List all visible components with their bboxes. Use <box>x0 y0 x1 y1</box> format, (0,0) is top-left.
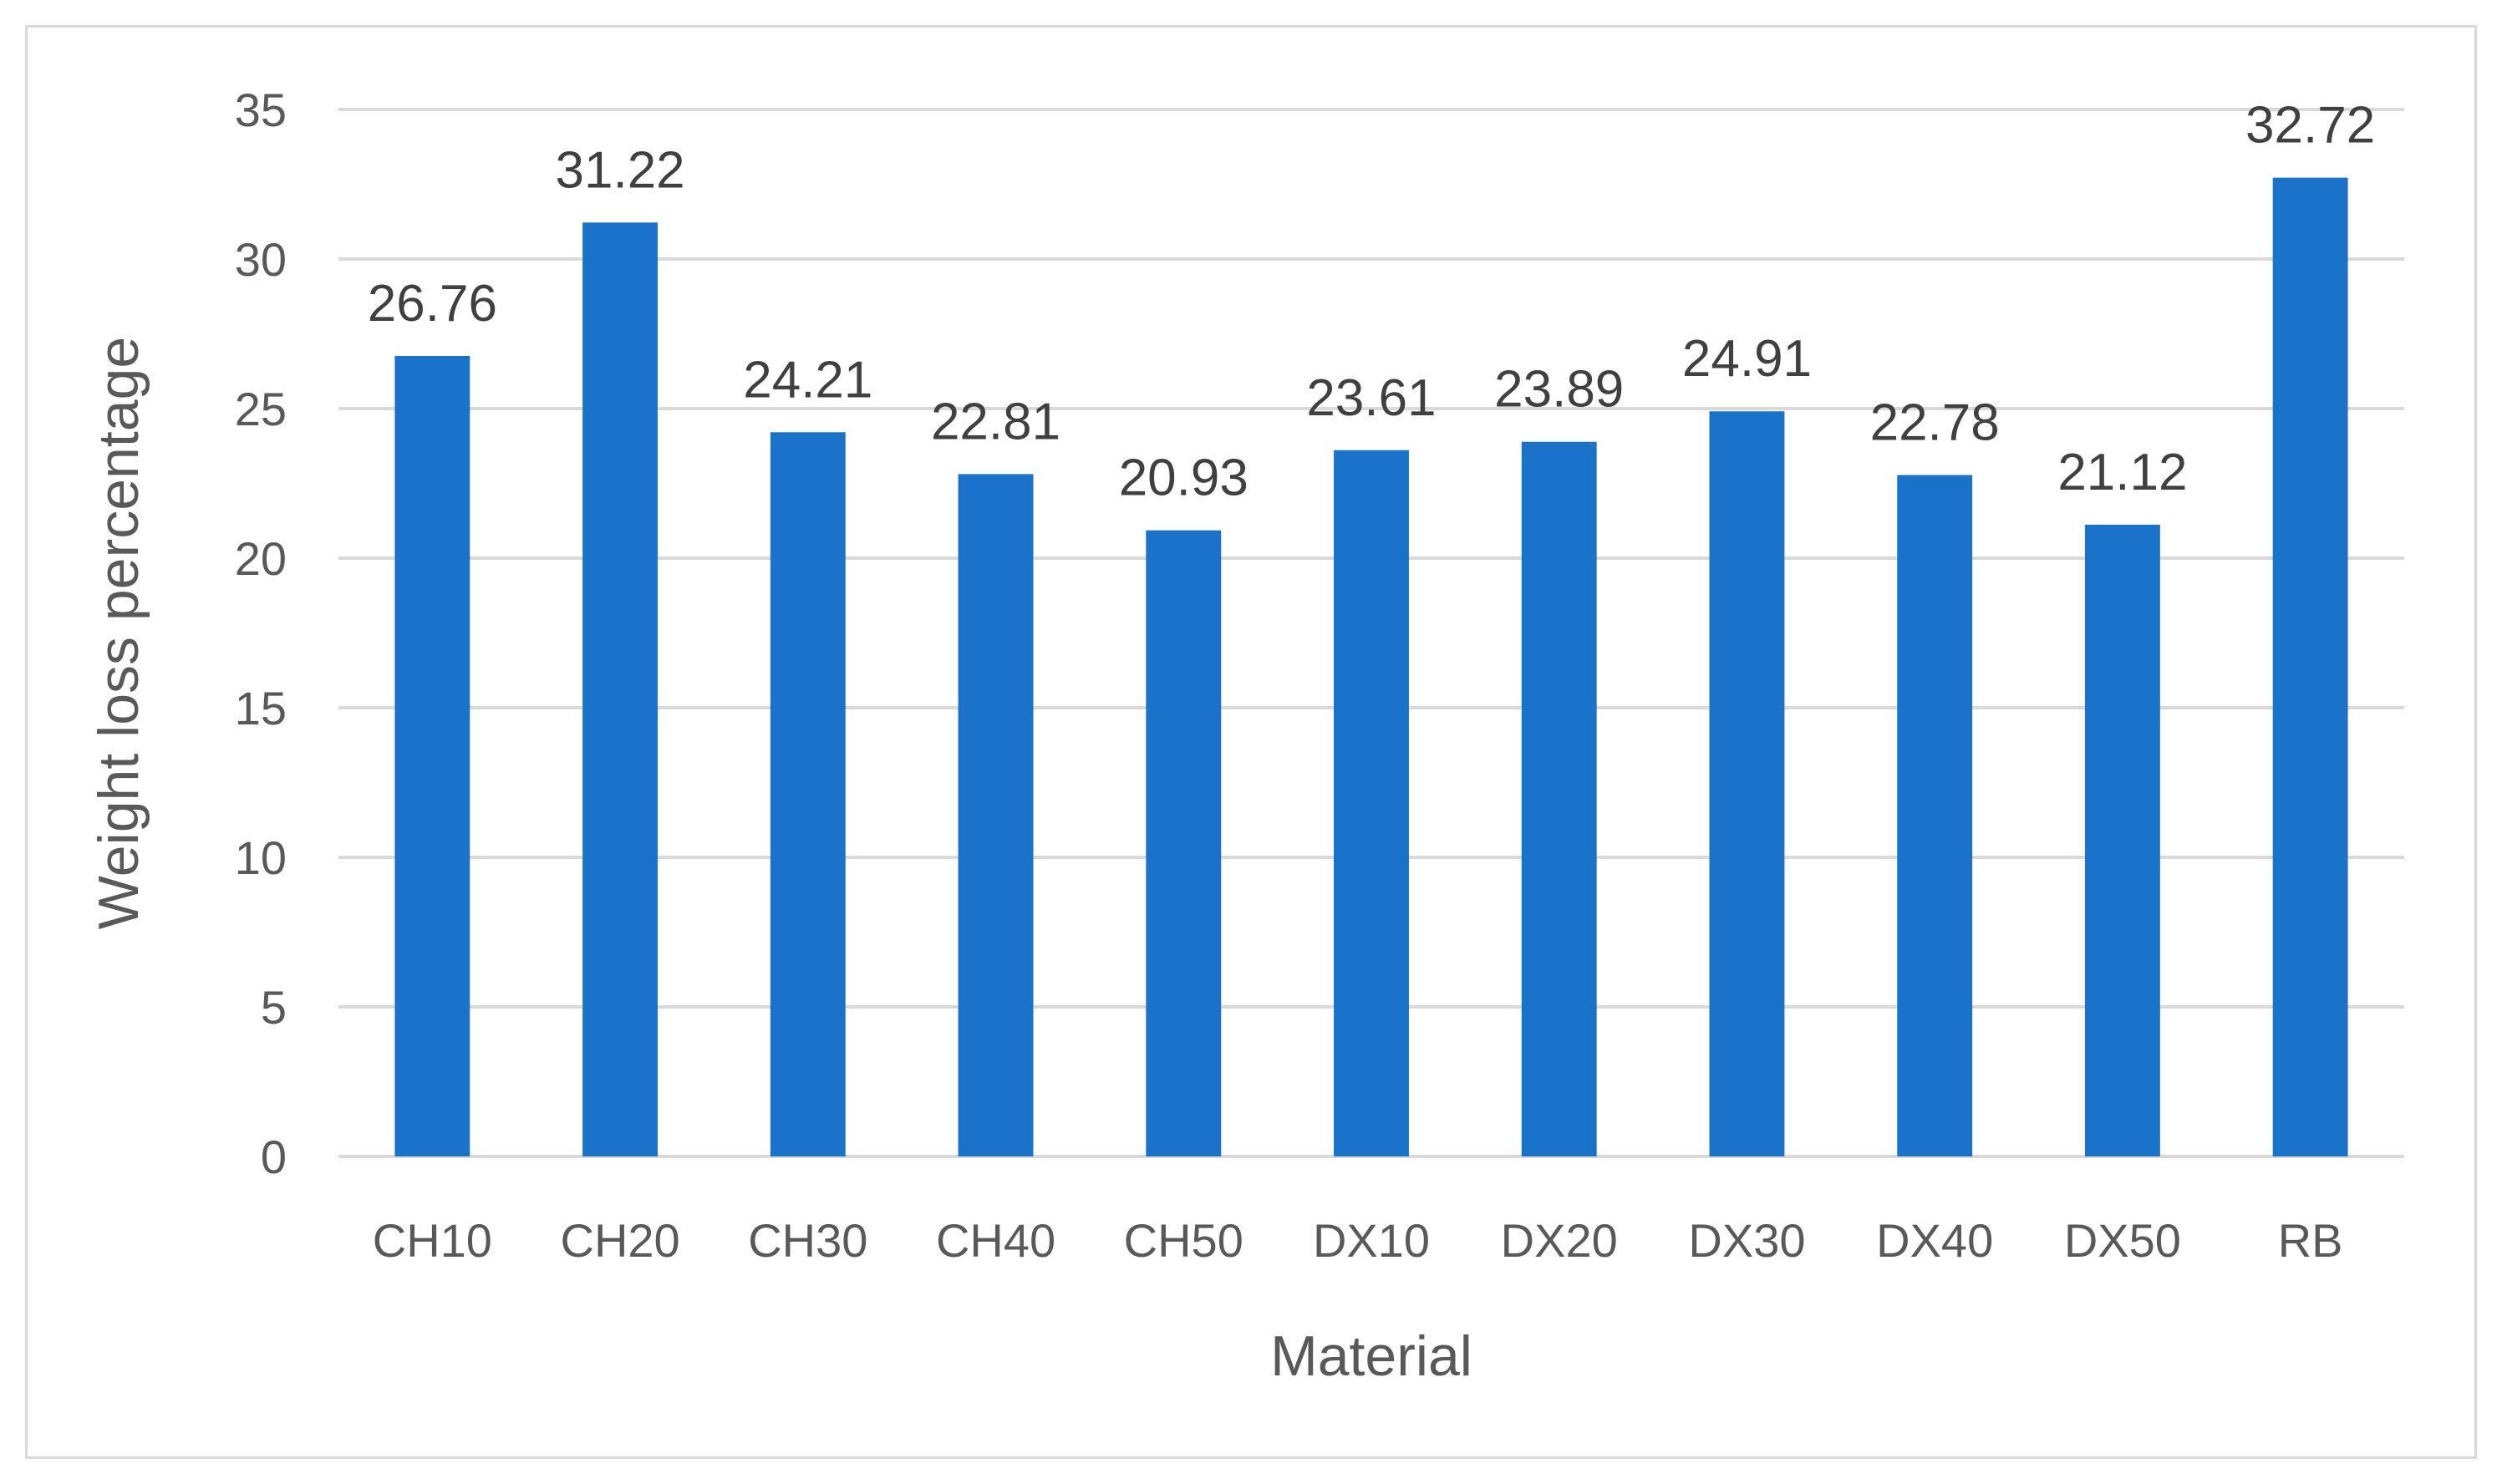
data-labels: 26.76 31.22 24.21 22.81 20.93 23.61 23.89 24.91… <box>368 97 2375 507</box>
y-tick-label: 35 <box>235 84 287 136</box>
data-label: 32.72 <box>2245 97 2375 155</box>
bar-dx30 <box>1709 411 1785 1156</box>
y-tick-label: 25 <box>235 383 287 435</box>
x-tick-label: CH30 <box>748 1214 867 1267</box>
bars <box>394 177 2348 1157</box>
data-label: 26.76 <box>368 275 497 333</box>
x-tick-label: DX50 <box>2064 1214 2181 1267</box>
x-tick-label: CH10 <box>373 1214 492 1267</box>
data-label: 22.81 <box>931 393 1060 450</box>
bar-dx40 <box>1897 475 1973 1156</box>
x-axis-title: Material <box>1270 1324 1472 1388</box>
data-label: 24.91 <box>1682 330 1812 388</box>
bar-ch50 <box>1146 530 1222 1156</box>
data-label: 22.78 <box>1870 394 2000 451</box>
bar-dx50 <box>2084 524 2160 1156</box>
x-tick-label: DX10 <box>1313 1214 1430 1267</box>
bar-ch20 <box>582 222 659 1157</box>
x-tick-label: CH40 <box>936 1214 1055 1267</box>
y-tick-label: 15 <box>235 682 287 734</box>
y-tick-label: 10 <box>235 831 287 884</box>
bar-ch40 <box>958 474 1034 1156</box>
data-label: 20.93 <box>1119 450 1248 507</box>
x-tick-label: CH20 <box>561 1214 680 1267</box>
bar-ch30 <box>770 432 846 1156</box>
data-label: 23.89 <box>1494 361 1624 419</box>
y-axis-ticks: 0 5 10 15 20 25 30 35 <box>235 84 287 1183</box>
bar-dx20 <box>1521 441 1597 1156</box>
data-label: 21.12 <box>2057 444 2187 501</box>
bar-ch10 <box>394 355 470 1156</box>
x-tick-label: DX40 <box>1876 1214 1993 1267</box>
data-label: 31.22 <box>556 141 685 199</box>
x-tick-label: DX20 <box>1501 1214 1618 1267</box>
chart-frame: 0 5 10 15 20 25 30 35 26.76 31.22 24.21 22.81 20.93… <box>25 25 2477 1459</box>
y-tick-label: 20 <box>235 532 287 585</box>
x-tick-label: DX30 <box>1688 1214 1805 1267</box>
y-tick-label: 0 <box>261 1131 287 1183</box>
y-tick-label: 30 <box>235 233 287 286</box>
y-axis-title: Weight loss percentage <box>87 337 150 929</box>
x-tick-label: RB <box>2278 1214 2343 1267</box>
x-axis-ticks: CH10 CH20 CH30 CH40 CH50 DX10 DX20 DX30 DX40 DX50… <box>373 1214 2343 1267</box>
bar-dx10 <box>1334 450 1409 1156</box>
x-tick-label: CH50 <box>1124 1214 1243 1267</box>
data-label: 23.61 <box>1306 369 1436 427</box>
data-label: 24.21 <box>743 351 872 409</box>
bar-rb <box>2272 177 2348 1156</box>
bar-chart: 0 5 10 15 20 25 30 35 26.76 31.22 24.21 22.81 20.93… <box>87 84 2404 1388</box>
y-tick-label: 5 <box>261 981 287 1034</box>
